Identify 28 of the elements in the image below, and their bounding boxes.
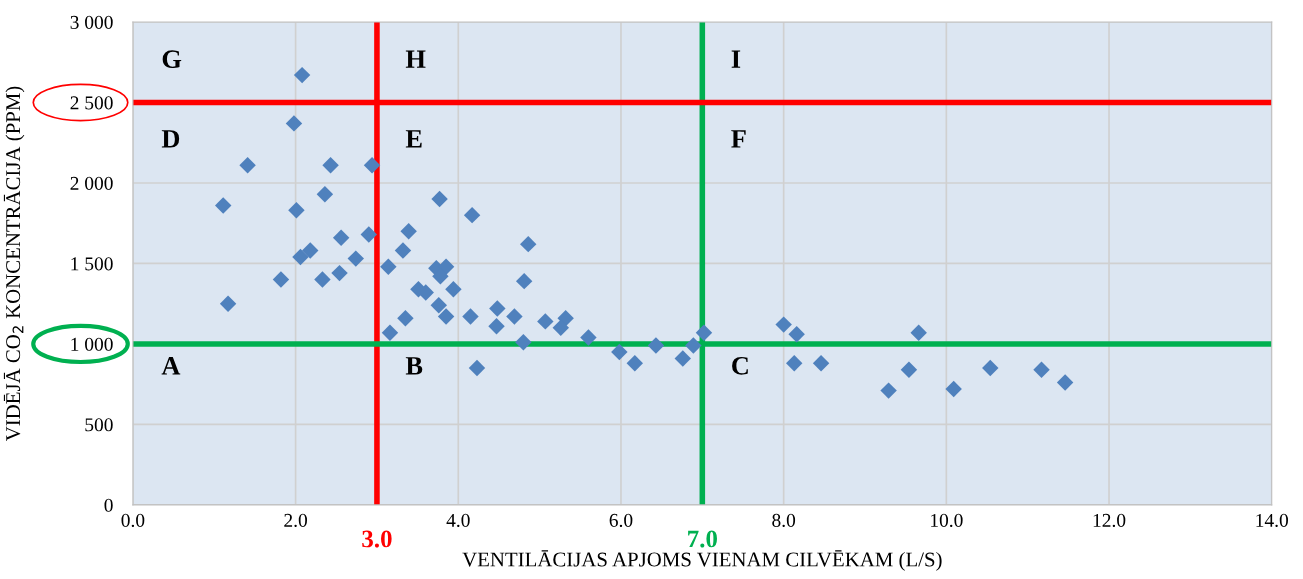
x-tick-label: 8.0	[772, 513, 796, 527]
x-tick-label: 12.0	[1093, 513, 1126, 527]
x-tick-label: 6.0	[609, 513, 633, 527]
y-axis-title: VIDĒJĀ CO$_{2}$ KONCENTRĀCIJA (PPM)	[3, 86, 25, 442]
x-tick-label: 0.0	[121, 513, 145, 527]
y-tick-label: 2 500	[70, 96, 113, 110]
y-tick-label: 0	[104, 498, 113, 512]
x-axis-title: VENTILĀCIJAS APJOMS VIENAM CILVĒKAM (L/S)	[462, 550, 942, 571]
annotation: C	[732, 356, 748, 375]
annotation: G	[162, 50, 182, 69]
annotation: B	[405, 357, 423, 375]
x-tick-label: 2.0	[284, 513, 308, 527]
annotation: F	[731, 130, 746, 148]
annotation: I	[731, 50, 741, 68]
x-tick-label: 14.0	[1256, 513, 1288, 527]
ref-line-label: 7.0	[688, 530, 717, 548]
ref-line-label: 3.0	[362, 530, 392, 548]
annotation: A	[161, 357, 181, 375]
y-tick-label: 500	[85, 418, 113, 432]
x-tick-label: 10.0	[931, 513, 963, 527]
x-tick-label: 4.0	[446, 513, 470, 527]
annotation: E	[405, 130, 422, 148]
annotation: H	[405, 50, 426, 68]
y-tick-label: 3 000	[70, 15, 113, 29]
y-tick-label: 1 500	[71, 257, 113, 271]
y-tick-label: 1 000	[71, 337, 113, 351]
annotation: D	[161, 130, 180, 148]
y-tick-label: 2 000	[70, 176, 113, 190]
